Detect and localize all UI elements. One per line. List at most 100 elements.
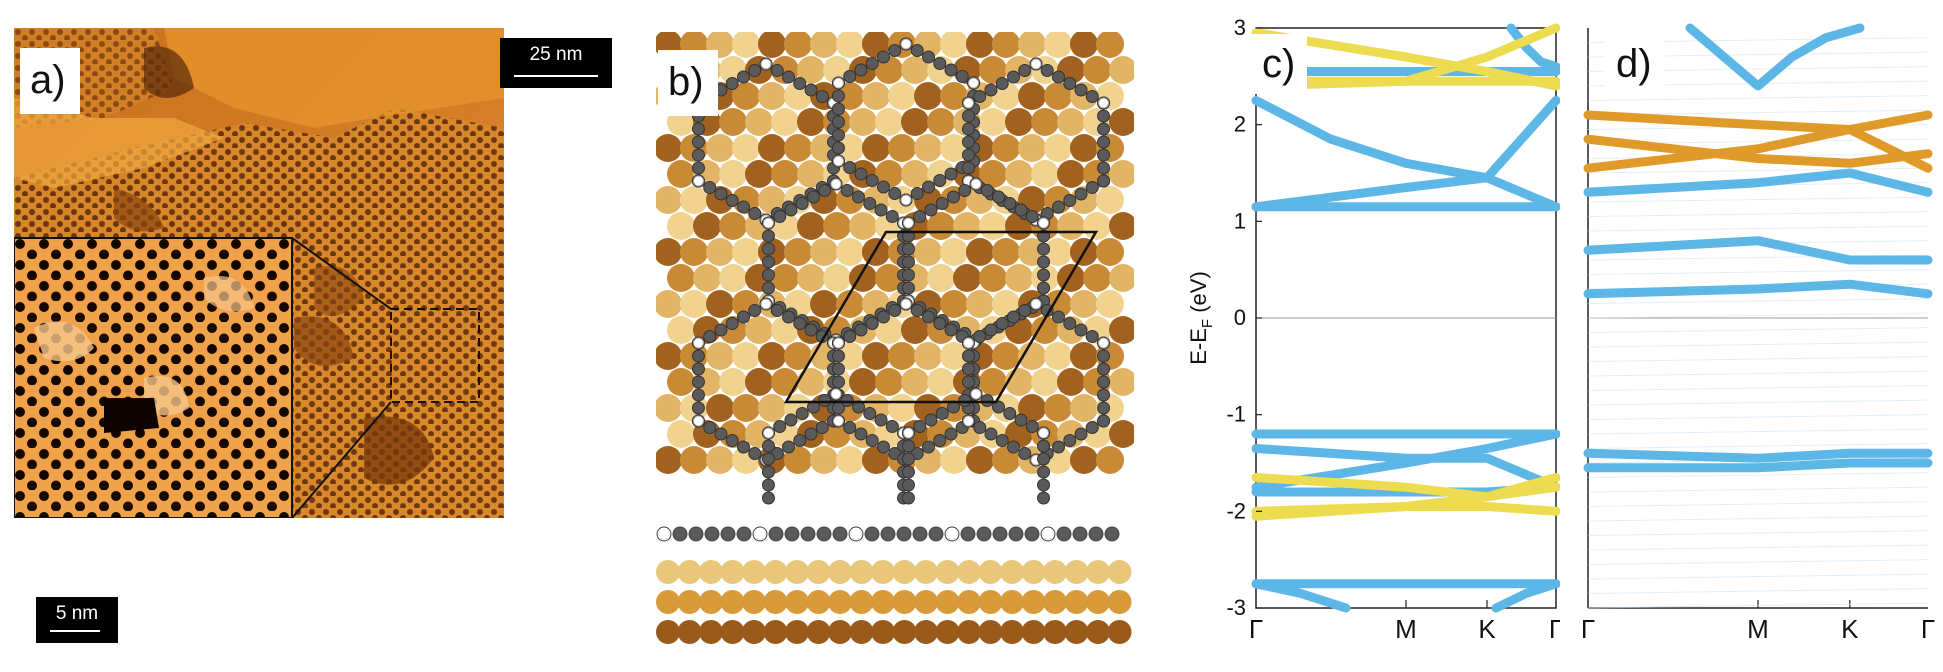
substrate-atom (888, 342, 916, 370)
band-background-line (1587, 356, 1929, 362)
carbon-atom (984, 83, 998, 97)
carbon-atom (843, 161, 857, 174)
carbon-atom (961, 349, 975, 363)
substrate-atom (706, 134, 734, 162)
substrate-atom (654, 446, 682, 474)
substrate-atom (758, 134, 786, 162)
substrate-atom (1005, 264, 1033, 292)
side-view-molecule-atom (800, 526, 816, 542)
side-view-substrate-atom (763, 620, 788, 644)
side-view-substrate-atom (1000, 620, 1024, 644)
substrate-atom (875, 368, 903, 396)
substrate-atom (784, 238, 812, 266)
scale-bar-main: 25 nm (500, 38, 612, 88)
side-view-molecule-atom (1008, 526, 1024, 542)
carbon-atom (944, 323, 958, 337)
side-view-substrate-atom (720, 620, 745, 644)
substrate-atom (1083, 56, 1111, 84)
unit-cell (783, 230, 1099, 404)
side-view-substrate-atom (699, 620, 723, 644)
substrate-atom (901, 56, 929, 84)
carbon-atom (958, 394, 972, 407)
substrate-atom (784, 134, 812, 162)
side-view-substrate-atom (849, 620, 874, 644)
hydrogen-atom (970, 388, 982, 400)
side-view-substrate-atom (1000, 560, 1024, 584)
carbon-atom (888, 44, 902, 57)
side-view-substrate-atom (742, 590, 766, 614)
substrate-atom (901, 368, 929, 396)
carbon-atom (795, 407, 809, 420)
substrate-atom (1044, 394, 1072, 422)
substrate-atom (797, 368, 825, 396)
side-view-molecule-atom (752, 526, 768, 542)
band-background-line (1587, 515, 1929, 522)
substrate-atom (667, 368, 695, 396)
carbon-atom (806, 190, 820, 204)
hydrogen-atom (900, 298, 912, 310)
substrate-atom (680, 238, 708, 266)
carbon-atom (865, 174, 879, 187)
carbon-atom (1025, 420, 1039, 433)
carbon-atom (852, 190, 866, 204)
substrate-atom (823, 264, 851, 292)
carbon-atom (773, 420, 787, 433)
carbon-atom (1037, 465, 1051, 479)
substrate-atom (849, 212, 877, 240)
side-view-substrate-atom (892, 620, 917, 644)
substrate-atom (654, 238, 682, 266)
substrate-atom (914, 342, 942, 370)
hydrogen-atom (962, 337, 974, 349)
carbon-atom (1052, 310, 1066, 324)
carbon-atom (888, 304, 902, 317)
carbon-atom (901, 268, 915, 282)
substrate-atom (862, 134, 890, 162)
band-orange-1 (1583, 110, 1933, 134)
band-background-line (1587, 573, 1929, 580)
carbon-atom (761, 478, 775, 492)
substrate-atom (836, 82, 864, 110)
hydrogen-atom (900, 194, 912, 206)
carbon-atom (1003, 197, 1017, 210)
carbon-atom (831, 89, 845, 103)
y-tick-label: 0 (1234, 305, 1246, 330)
carbon-atom (691, 122, 705, 136)
hydrogen-atom (762, 217, 774, 229)
substrate-atom (706, 290, 734, 318)
carbon-atom (1097, 148, 1111, 162)
substrate-atom (719, 264, 747, 292)
side-view-substrate-atom (806, 560, 831, 584)
side-view-substrate-atom (763, 590, 788, 614)
carbon-atom (725, 434, 739, 447)
carbon-atom (761, 465, 775, 479)
hydrogen-atom (900, 38, 912, 50)
carbon-atom (933, 57, 947, 70)
carbon-atom (922, 310, 936, 324)
side-view-molecule-atom (1040, 526, 1056, 542)
hydrogen-atom (902, 427, 914, 439)
side-view-substrate-atom (699, 590, 723, 614)
carbon-atom (725, 317, 739, 330)
band-background-line (1587, 95, 1929, 101)
hydrogen-atom (760, 58, 772, 70)
substrate-atom (1070, 342, 1098, 370)
band-blue-1 (1251, 96, 1560, 183)
band-blue-4 (1583, 448, 1933, 463)
carbon-atom (843, 330, 857, 343)
substrate-atom (706, 394, 734, 422)
carbon-atom (1018, 304, 1032, 317)
carbon-atom (1052, 200, 1066, 214)
substrate-atom (1096, 290, 1124, 318)
carbon-atom (1085, 90, 1099, 103)
carbon-atom (831, 115, 845, 129)
side-view-substrate-atom (785, 590, 809, 614)
hydrogen-atom (1030, 58, 1042, 70)
substrate-atom (719, 368, 747, 396)
substrate-atom (810, 290, 838, 318)
side-view-substrate-atom (656, 620, 680, 644)
substrate-atom (1044, 134, 1072, 162)
carbon-atom (703, 181, 717, 194)
side-view-substrate-atom (806, 590, 831, 614)
carbon-atom (1037, 242, 1051, 256)
substrate-atom (979, 108, 1007, 136)
